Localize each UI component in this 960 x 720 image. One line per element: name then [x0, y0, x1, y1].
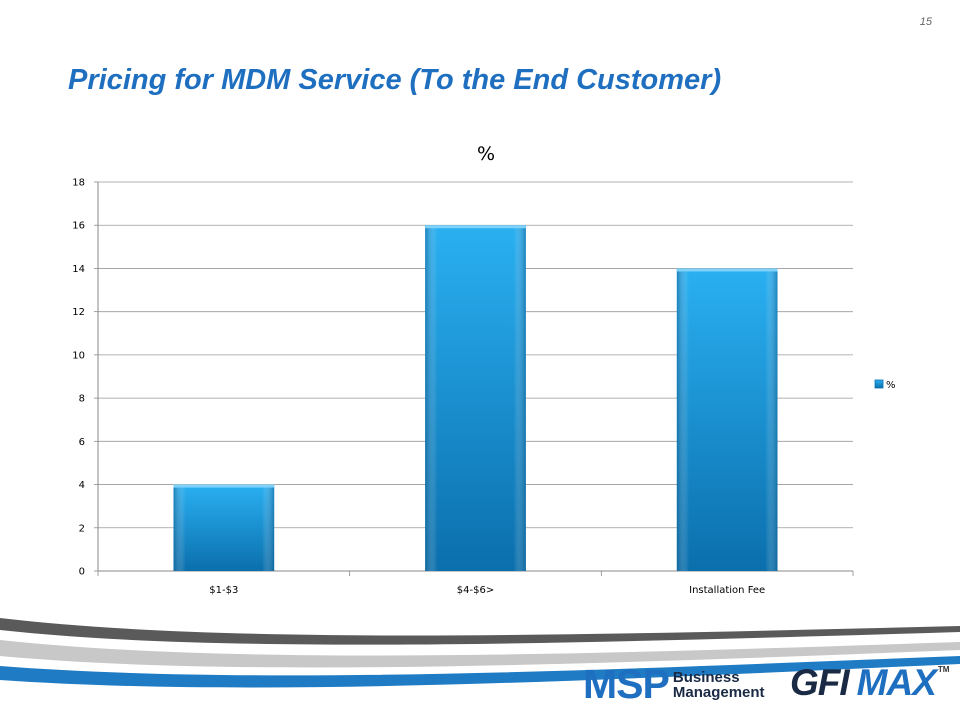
swoosh-blue-band [0, 656, 960, 688]
bar-chart: % 0 2 4 6 8 10 12 14 16 18 $1-$3 $4-$6> Installatio… [72, 143, 896, 596]
swoosh-dark-band [0, 618, 960, 645]
msp-logo-line2: Management [672, 683, 765, 701]
chart-title: % [477, 143, 495, 165]
msp-logo-line1: Business [672, 668, 740, 686]
footer-swoosh-graphic [0, 618, 960, 688]
legend-label: % [886, 380, 896, 391]
y-tick-label: 16 [72, 221, 85, 232]
bars [173, 225, 778, 571]
msp-business-management-logo: MSP Business Management [583, 664, 765, 705]
bar-3 [676, 268, 778, 571]
slide-title: Pricing for MDM Service (To the End Cust… [68, 64, 722, 96]
swoosh-light-band [0, 640, 960, 668]
legend-swatch [874, 379, 884, 389]
bar-top-highlight [676, 268, 778, 272]
msp-logo-subtitle: Business Management [673, 670, 765, 700]
y-tick-label: 18 [72, 178, 85, 189]
x-tick-label: $1-$3 [209, 585, 238, 596]
y-tick-label: 2 [79, 523, 85, 534]
msp-logo-mark: MSP [583, 661, 670, 707]
bar-bevel [425, 225, 526, 571]
legend: % [874, 379, 896, 391]
y-tick-label: 4 [79, 480, 85, 491]
y-tick-label: 6 [79, 437, 85, 448]
x-tick-label: Installation Fee [689, 585, 765, 596]
page-number: 15 [919, 16, 932, 28]
y-tick-label: 0 [79, 567, 85, 578]
max-logo-word: MAX [856, 662, 937, 703]
y-tick-labels: 0 2 4 6 8 10 12 14 16 18 [72, 178, 85, 578]
bar-bevel [173, 484, 275, 571]
gfi-logo-word: GFI [790, 662, 850, 703]
bar-top-highlight [425, 225, 526, 229]
bar-1 [173, 484, 275, 571]
y-tick-label: 14 [72, 264, 85, 275]
y-tick-label: 8 [79, 394, 85, 405]
x-tick-label: $4-$6> [457, 585, 494, 596]
trademark-mark: TM [937, 665, 950, 674]
y-tick-label: 10 [72, 350, 85, 361]
bar-top-highlight [173, 484, 275, 488]
bar-2 [425, 225, 526, 571]
bar-bevel [676, 268, 778, 571]
y-tick-label: 12 [72, 307, 85, 318]
gfi-max-logo: GFI MAX TM [790, 664, 949, 701]
x-tick-labels: $1-$3 $4-$6> Installation Fee [209, 585, 765, 596]
